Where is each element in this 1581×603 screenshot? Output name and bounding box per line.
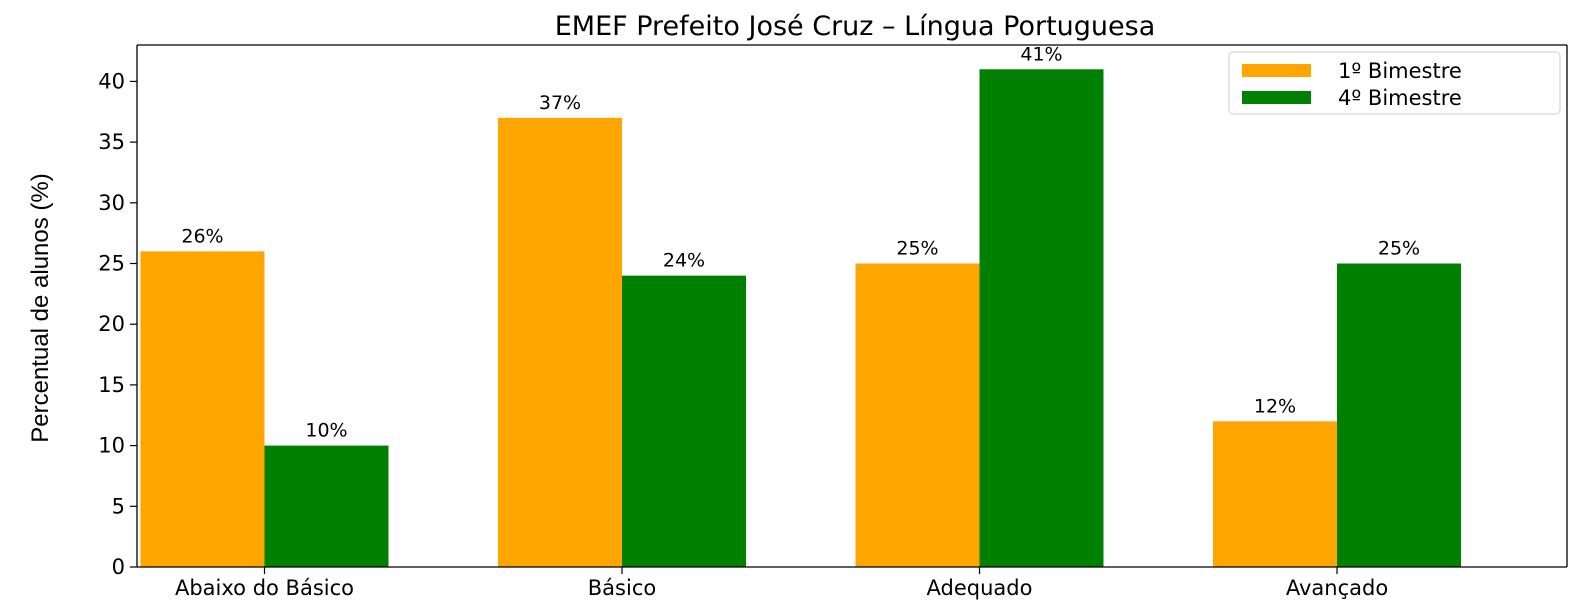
data-label: 24% — [663, 250, 705, 272]
y-tick-label: 25 — [98, 252, 125, 276]
bar — [264, 445, 389, 567]
y-tick-label: 5 — [112, 494, 125, 518]
y-tick-label: 40 — [98, 69, 125, 93]
bar — [855, 263, 980, 567]
y-tick-label: 10 — [98, 434, 125, 458]
chart-title: EMEF Prefeito José Cruz – Língua Portugu… — [555, 11, 1156, 42]
legend-swatch — [1242, 64, 1311, 77]
bar — [622, 275, 746, 567]
data-label: 37% — [539, 92, 581, 114]
data-label: 25% — [896, 238, 938, 260]
y-tick-label: 30 — [98, 191, 125, 215]
data-label: 26% — [181, 225, 223, 247]
legend-box — [1228, 51, 1561, 115]
legend-label: 1º Bimestre — [1338, 59, 1462, 83]
data-label: 25% — [1378, 238, 1420, 260]
bar — [140, 251, 265, 568]
series-1: 26% 37% 25% 12% — [140, 92, 1337, 568]
plot-area: 26% 37% 25% 12% 10% 24% 41% 25% 0 5 10 15 20 25 30 35 40… — [98, 43, 1568, 600]
x-tick-label: Abaixo do Básico — [175, 576, 354, 600]
data-label: 10% — [305, 420, 347, 442]
legend-swatch — [1242, 91, 1311, 104]
x-tick-label: Básico — [588, 576, 656, 600]
data-label: 12% — [1254, 395, 1296, 417]
bar — [498, 117, 622, 567]
series-2: 10% 24% 41% 25% — [264, 43, 1461, 568]
y-tick-label: 0 — [112, 555, 125, 579]
y-tick-label: 20 — [98, 312, 125, 336]
y-tick-label: 15 — [98, 373, 125, 397]
bar — [1213, 421, 1337, 567]
y-tick-label: 35 — [98, 130, 125, 154]
legend-label: 4º Bimestre — [1338, 86, 1462, 110]
legend: 1º Bimestre 4º Bimestre — [1228, 51, 1561, 115]
bar — [979, 69, 1104, 568]
x-tick-label: Adequado — [927, 576, 1033, 600]
x-tick-label: Avançado — [1286, 576, 1388, 600]
bar — [1337, 263, 1461, 567]
data-label: 41% — [1020, 43, 1062, 65]
y-axis-label: Percentual de alunos (%) — [27, 173, 54, 442]
